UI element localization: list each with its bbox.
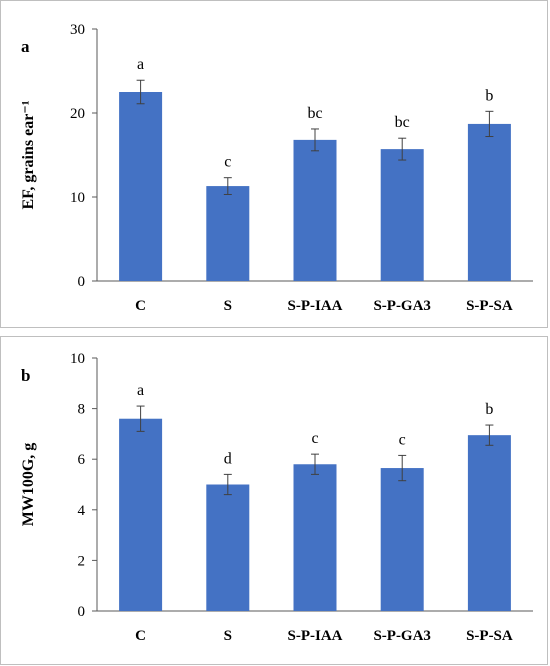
chart-b-y-axis-label: MW100G, g (20, 443, 37, 527)
chart-b-bar (467, 435, 511, 611)
chart-a-bar (380, 149, 424, 281)
chart-a-y-tick-label: 30 (70, 22, 85, 38)
chart-a-y-axis-label: EF, grains ear⁻¹ (20, 100, 37, 209)
chart-a-significance-label: a (137, 56, 144, 73)
chart-b-bar (293, 464, 337, 611)
chart-b-y-tick-label: 0 (78, 604, 86, 620)
chart-b-bar (206, 484, 250, 611)
chart-b-category-label: S-P-SA (466, 628, 513, 644)
chart-a-category-label: S-P-SA (466, 298, 513, 314)
chart-b-y-tick-label: 10 (70, 351, 85, 367)
chart-a-y-tick-label: 10 (70, 190, 85, 206)
chart-b-y-tick-label: 8 (78, 402, 86, 418)
chart-b-significance-label: d (224, 450, 232, 467)
chart-a-category-label: S-P-GA3 (373, 298, 431, 314)
chart-a-significance-label: bc (307, 105, 322, 122)
chart-b-category-label: S (224, 628, 232, 644)
chart-a-bar (293, 139, 337, 281)
chart-a-category-label: S-P-IAA (288, 298, 343, 314)
chart-b-category-label: C (135, 628, 146, 644)
chart-a-svg: a EF, grains ear⁻¹ 0 10 20 30 a Cc Sbc S-P-IAA bc S… (20, 22, 533, 314)
chart-a-y-tick-label: 0 (78, 274, 86, 290)
chart-a-category-label: C (135, 298, 146, 314)
chart-b-y-tick-label: 2 (78, 553, 86, 569)
chart-b-category-label: S-P-GA3 (373, 628, 431, 644)
chart-a-bar (206, 186, 250, 281)
chart-b-y-tick-label: 6 (78, 452, 86, 468)
chart-a-panel-label: a (21, 37, 30, 56)
chart-b-panel-label: b (21, 366, 30, 385)
chart-a-significance-label: bc (395, 114, 410, 131)
chart-b-significance-label: b (485, 401, 493, 418)
chart-a-bar (467, 123, 511, 281)
chart-b-svg: b MW100G, g 0 2 4 6 8 10 a Cd Sc S-P-IAA c S-P-GA3 b S-… (20, 351, 533, 644)
chart-a-y-tick-label: 20 (70, 106, 85, 122)
chart-a-category-label: S (224, 298, 232, 314)
chart-b-category-label: S-P-IAA (288, 628, 343, 644)
chart-a-bar (119, 92, 163, 281)
chart-b-significance-label: c (399, 431, 406, 448)
chart-b-bar (380, 468, 424, 611)
chart-b-significance-label: a (137, 382, 144, 399)
chart-a-significance-label: b (485, 87, 493, 104)
chart-b-significance-label: c (311, 430, 318, 447)
chart-a-significance-label: c (224, 154, 231, 171)
chart-b-bar (119, 418, 163, 611)
chart-b-y-tick-label: 4 (78, 503, 86, 519)
